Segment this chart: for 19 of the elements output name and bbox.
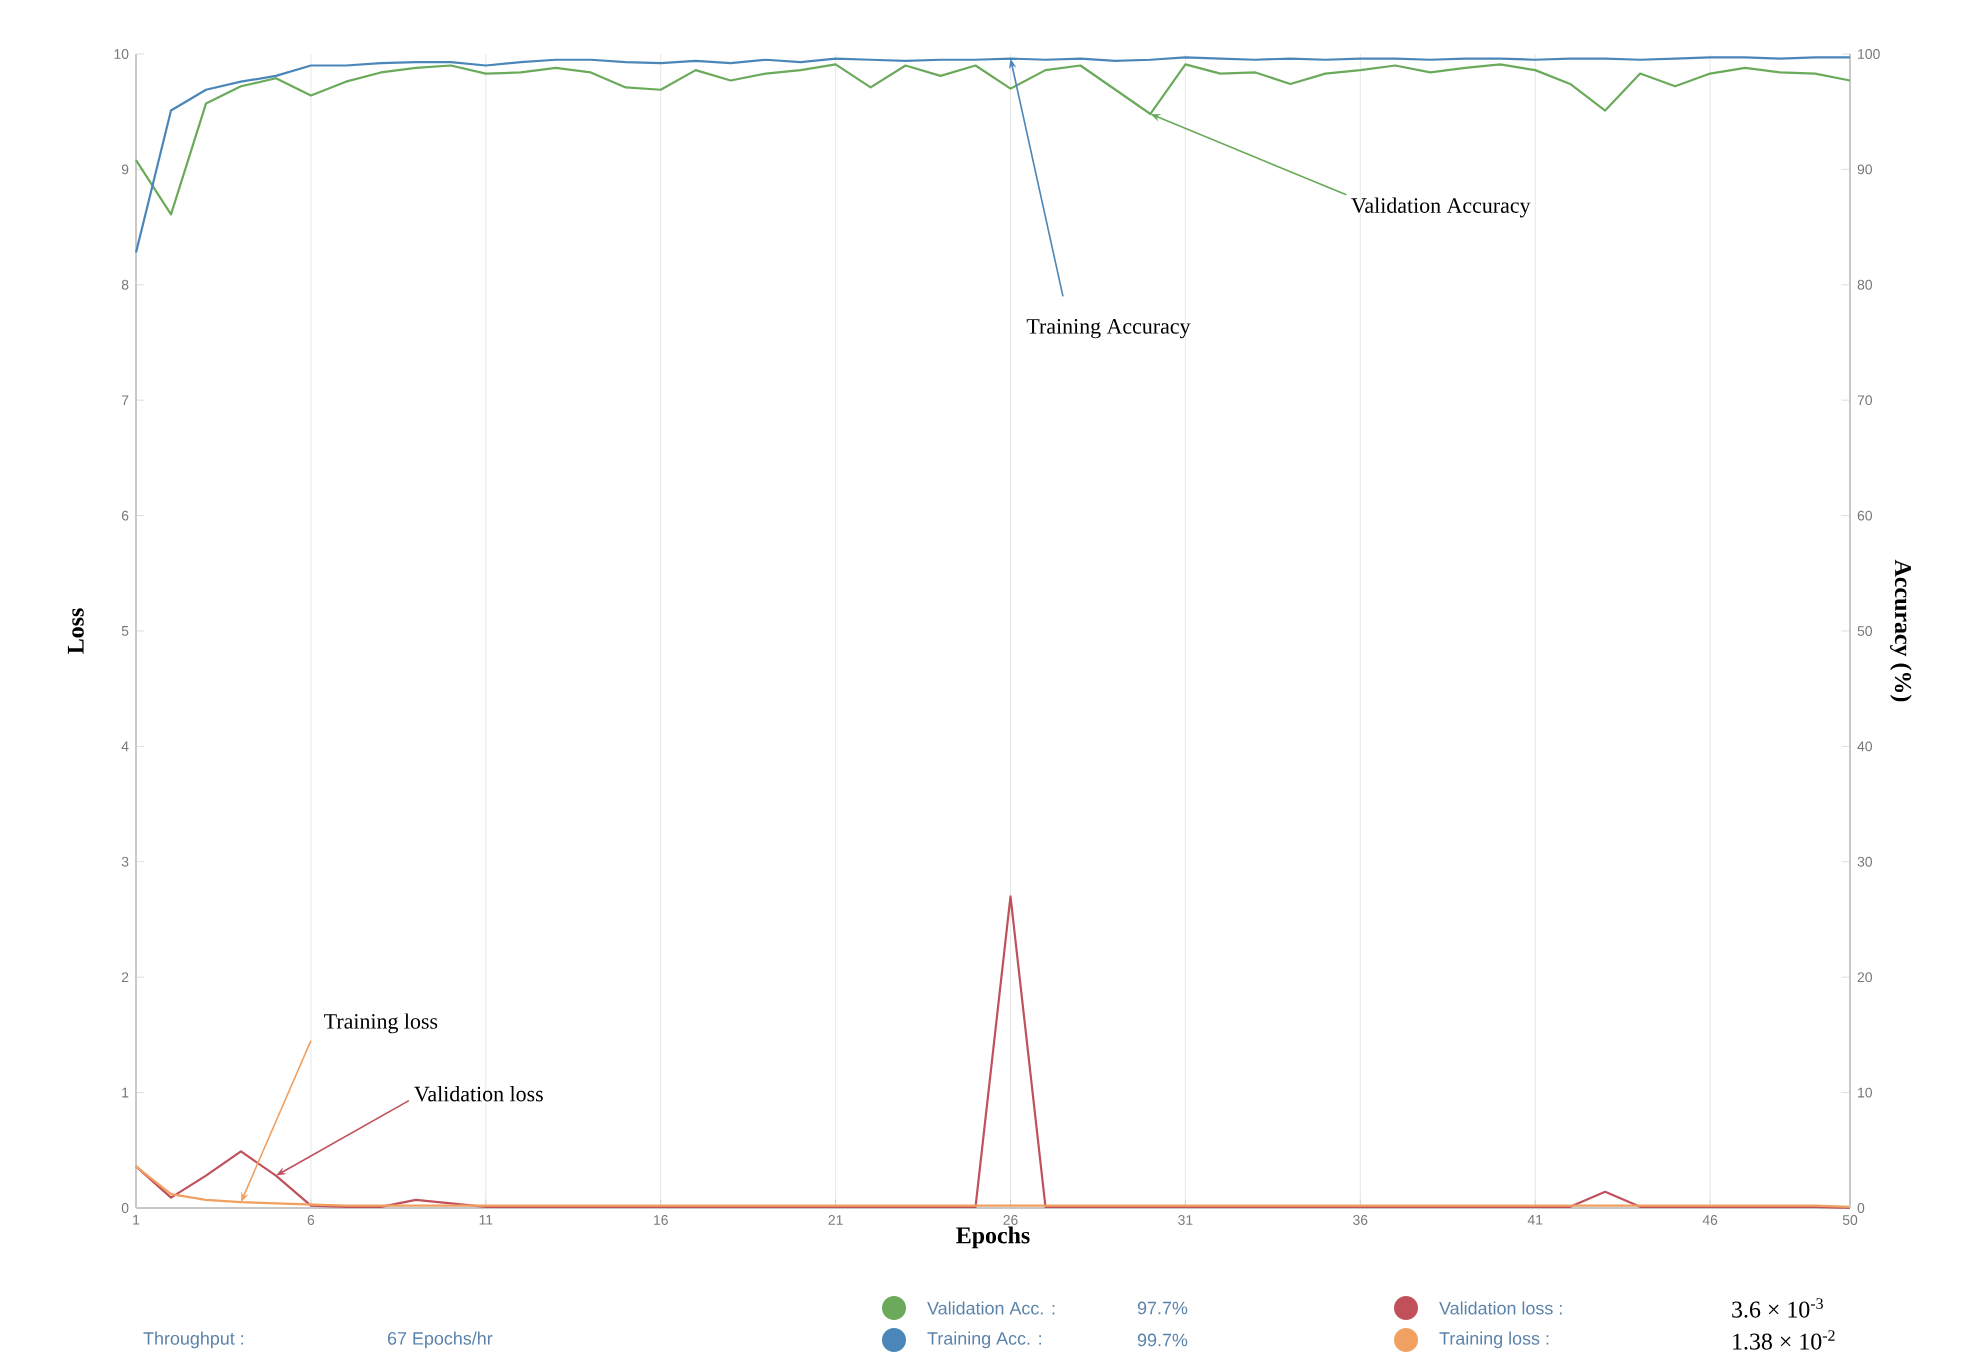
text: 3.6 × 10$^{-3}$ <box>1732 1298 1823 1318</box>
text: 1.38 × 10$^{-2}$ <box>1733 1330 1835 1350</box>
text: 97.7% <box>1137 1301 1188 1315</box>
text: 99.7% <box>1137 1333 1188 1347</box>
y2-axis-title: Accuracy (%) <box>1890 559 1912 702</box>
text: Training loss <box>324 1013 438 1034</box>
text: Training Acc. : <box>927 1331 1041 1349</box>
text: Training loss : <box>1439 1331 1549 1349</box>
x-axis-title: Epochs <box>956 1226 1030 1249</box>
line-series <box>134 63 1852 216</box>
line-series <box>134 56 1852 254</box>
text: Throughput : <box>143 1331 244 1349</box>
text: Validation Accuracy <box>1351 197 1531 218</box>
text: Training Accuracy <box>1026 318 1191 339</box>
text: Validation loss <box>414 1085 543 1102</box>
y-axis-title: Loss <box>67 608 84 654</box>
text: Validation Acc. : <box>927 1301 1055 1315</box>
text: Validation loss : <box>1439 1301 1562 1315</box>
text: 67 Epochs/hr <box>387 1331 493 1349</box>
